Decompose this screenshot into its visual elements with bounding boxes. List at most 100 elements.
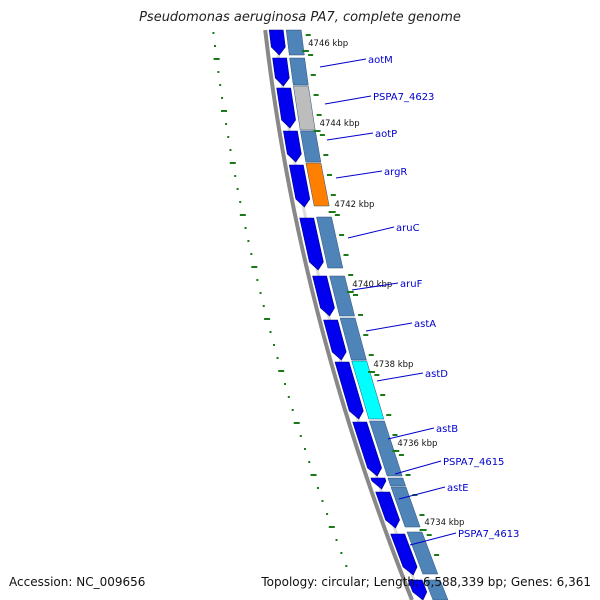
gc-dot [340, 552, 343, 554]
minor-tick [380, 394, 386, 396]
gene-label-aotm[interactable]: aotM [368, 55, 393, 66]
cds-arrow[interactable] [268, 29, 286, 56]
minor-tick [310, 74, 316, 76]
gene-label-aruc[interactable]: aruC [396, 223, 420, 234]
kbp-tick-mark [368, 371, 376, 373]
gc-dot [272, 344, 275, 346]
gc-dot [225, 123, 228, 125]
gene-label-aotp[interactable]: aotP [375, 129, 397, 140]
cds-arrow[interactable] [352, 421, 382, 477]
minor-tick [305, 34, 311, 36]
gc-dot [299, 435, 302, 437]
cds-arrow[interactable] [276, 87, 296, 129]
kbp-tick-mark [392, 450, 400, 452]
minor-tick [334, 214, 340, 216]
cds-arrow[interactable] [375, 491, 400, 529]
gene-leader-line [319, 58, 367, 68]
feature-box[interactable] [285, 29, 305, 56]
feature-box[interactable] [305, 162, 330, 207]
feature-box[interactable] [351, 360, 385, 420]
cds-arrow[interactable] [370, 477, 387, 490]
gene-label-pspa7-4623[interactable]: PSPA7_4623 [373, 92, 434, 103]
gc-dot [262, 305, 265, 307]
minor-tick [348, 274, 354, 276]
kbp-tick-track: 4746 kbp 4744 kbp 4742 kbp 4740 kbp 4738 kbp… [301, 34, 464, 556]
cds-arrow[interactable] [299, 217, 324, 271]
gene-label-pspa7-4615[interactable]: PSPA7_4615 [443, 457, 504, 468]
kbp-tick-label: 4746 kbp [308, 39, 348, 49]
minor-tick [323, 154, 329, 156]
gc-dot [219, 84, 222, 86]
gc-dot [321, 500, 324, 502]
cds-arrow[interactable] [272, 57, 290, 87]
minor-tick [330, 194, 336, 196]
gene-label-asta[interactable]: astA [414, 319, 436, 330]
feature-box[interactable] [300, 130, 322, 163]
feature-box[interactable] [387, 477, 406, 487]
feature-box[interactable] [289, 57, 309, 86]
gc-dot [214, 45, 217, 47]
kbp-tick-mark [346, 291, 354, 293]
minor-tick [358, 314, 364, 316]
minor-tick [419, 514, 425, 516]
minor-tick [386, 414, 392, 416]
gc-dot [217, 71, 220, 73]
gene-leader-line [335, 170, 383, 179]
minor-tick [308, 54, 314, 56]
gc-dot [239, 214, 246, 216]
gene-label-pspa7-4613[interactable]: PSPA7_4613 [458, 529, 519, 540]
gc-dot [221, 97, 224, 99]
feature-box[interactable] [390, 486, 421, 528]
feature-box[interactable] [369, 420, 403, 477]
feature-box[interactable] [339, 317, 367, 361]
cds-arrow[interactable] [334, 361, 364, 420]
backbone-line-outer [263, 29, 414, 600]
gc-dot [308, 461, 311, 463]
gc-dot [213, 58, 220, 60]
gene-label-astb[interactable]: astB [436, 424, 458, 435]
cds-arrow[interactable] [312, 275, 335, 317]
cds-arrow[interactable] [323, 319, 347, 361]
minor-tick [426, 534, 432, 536]
kbp-tick-label: 4740 kbp [352, 280, 392, 290]
gc-dot [212, 32, 215, 34]
gc-dot [256, 279, 259, 281]
gc-dot [244, 227, 247, 229]
gc-dot [283, 383, 286, 385]
minor-tick [319, 134, 325, 136]
gene-label-astd[interactable]: astD [425, 369, 448, 380]
gc-dot [310, 474, 317, 476]
gene-leader-line [387, 427, 435, 440]
minor-tick [392, 434, 398, 436]
minor-tick [398, 454, 404, 456]
gc-dot [316, 487, 319, 489]
cds-arrow[interactable] [390, 533, 418, 576]
gene-leader-line [347, 226, 395, 239]
feature-box[interactable] [316, 216, 344, 269]
gc-dot [345, 565, 348, 567]
accession-text: Accession: NC_009656 [9, 575, 146, 589]
gc-dot [259, 292, 262, 294]
feature-box[interactable] [329, 275, 355, 317]
minor-tick [313, 94, 319, 96]
gene-leader-line [394, 460, 442, 475]
feature-box[interactable] [424, 579, 449, 600]
gene-label-aruf[interactable]: aruF [400, 279, 423, 290]
kbp-tick-mark [313, 130, 321, 132]
kbp-tick-label: 4738 kbp [373, 360, 413, 370]
cds-arrow[interactable] [288, 164, 311, 208]
gc-dot [291, 409, 294, 411]
gene-label-argr[interactable]: argR [384, 167, 407, 178]
gc-dot [247, 240, 250, 242]
gene-label-aste[interactable]: astE [447, 483, 469, 494]
gene-leader-line [324, 95, 372, 105]
gc-dot [229, 149, 232, 151]
genome-summary-text: Topology: circular; Length: 6,588,339 bp… [261, 575, 591, 589]
gene-leader-line [326, 132, 374, 141]
cds-arrow[interactable] [283, 130, 302, 163]
feature-box[interactable] [293, 85, 316, 131]
gene-leader-line [376, 372, 424, 382]
cds-arrow[interactable] [407, 579, 428, 600]
feature-box[interactable] [406, 531, 439, 575]
